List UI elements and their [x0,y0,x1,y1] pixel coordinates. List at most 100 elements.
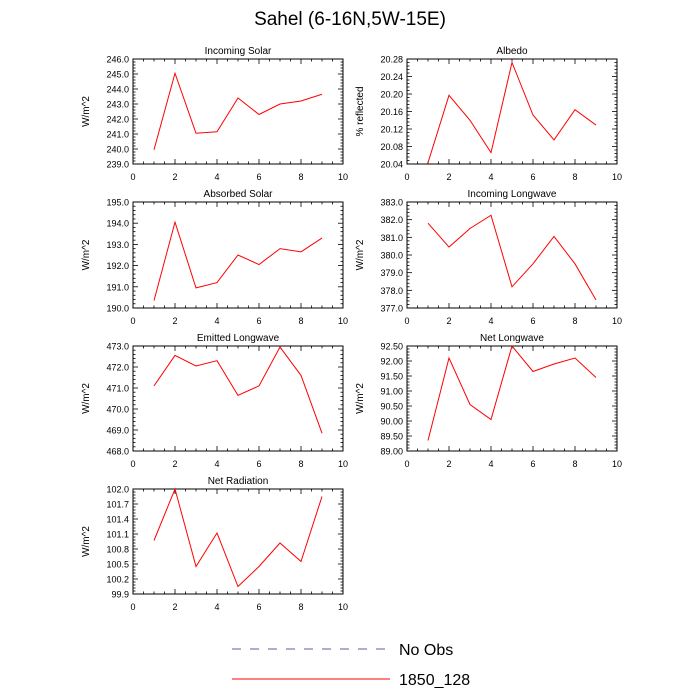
y-tick-label: 101.4 [106,515,129,525]
y-tick-label: 246.0 [106,55,129,65]
y-tick-label: 239.0 [106,160,129,170]
x-tick-label: 6 [530,172,535,182]
chart-panel: Albedo % reflected 0 2 4 6 8 10 20.04 20.08 20.12 2… [355,46,622,182]
x-tick-label: 6 [256,316,261,326]
y-axis-label: W/m^2 [355,383,366,414]
x-tick-label: 2 [172,172,177,182]
y-tick-label: 20.08 [380,142,403,152]
x-tick-label: 2 [172,602,177,612]
x-tick-label: 10 [338,602,348,612]
x-tick-label: 4 [488,172,493,182]
y-tick-label: 195.0 [106,198,129,208]
panel-title: Incoming Longwave [468,189,557,200]
x-tick-label: 2 [446,172,451,182]
x-tick-label: 4 [214,459,219,469]
panel-title: Emitted Longwave [197,333,280,344]
y-tick-label: 468.0 [106,447,129,457]
y-tick-label: 193.0 [106,240,129,250]
x-tick-label: 4 [214,602,219,612]
y-tick-label: 242.0 [106,115,129,125]
y-tick-label: 99.9 [111,590,129,600]
x-tick-label: 2 [172,459,177,469]
y-tick-label: 190.0 [106,304,129,314]
x-tick-label: 8 [572,172,577,182]
x-tick-label: 10 [612,459,622,469]
panel-title: Net Radiation [208,476,269,487]
legend-label: No Obs [399,642,453,659]
plot-frame [132,488,344,595]
legend: No Obs 1850_128 [232,642,470,689]
y-tick-label: 240.0 [106,145,129,155]
y-tick-label: 241.0 [106,130,129,140]
y-tick-label: 194.0 [106,219,129,229]
x-tick-label: 10 [338,172,348,182]
x-tick-label: 2 [446,316,451,326]
y-tick-label: 245.0 [106,70,129,80]
x-tick-label: 0 [130,172,135,182]
y-tick-label: 101.7 [106,500,129,510]
y-tick-label: 20.04 [380,160,403,170]
y-tick-label: 102.0 [106,485,129,495]
plot-frame [406,201,618,309]
chart-panels: Incoming Solar W/m^2 0 2 4 6 8 10 239.0 240.0 241.… [81,46,622,612]
y-tick-label: 20.28 [380,55,403,65]
y-tick-label: 244.0 [106,85,129,95]
x-tick-label: 0 [130,316,135,326]
y-tick-label: 191.0 [106,282,129,292]
y-tick-label: 20.12 [380,125,403,135]
panel-title: Incoming Solar [205,46,272,57]
y-axis-label: W/m^2 [81,239,92,270]
chart-panel: Net Radiation W/m^2 0 2 4 6 8 10 99.9 100.2 100.5 1… [81,476,348,612]
y-tick-label: 192.0 [106,261,129,271]
y-tick-label: 89.50 [380,432,403,442]
x-tick-label: 2 [446,459,451,469]
x-tick-label: 4 [488,459,493,469]
plot-frame [132,345,344,452]
series-line [153,71,323,150]
series-line [427,344,597,441]
y-tick-label: 377.0 [380,304,403,314]
x-tick-label: 0 [404,316,409,326]
x-tick-label: 2 [172,316,177,326]
y-tick-label: 91.00 [380,387,403,397]
y-tick-label: 101.1 [106,530,129,540]
x-tick-label: 0 [130,602,135,612]
x-tick-label: 8 [298,316,303,326]
y-tick-label: 383.0 [380,198,403,208]
x-tick-label: 8 [298,459,303,469]
y-tick-label: 20.16 [380,107,403,117]
plot-frame [406,58,618,165]
x-tick-label: 10 [612,172,622,182]
y-axis-label: W/m^2 [81,96,92,127]
y-axis-label: % reflected [355,86,366,136]
y-tick-label: 470.0 [106,405,129,415]
y-tick-label: 380.0 [380,251,403,261]
x-tick-label: 8 [298,602,303,612]
y-tick-label: 20.20 [380,90,403,100]
legend-label: 1850_128 [399,672,470,689]
x-tick-label: 0 [130,459,135,469]
y-tick-label: 473.0 [106,342,129,352]
x-tick-label: 6 [530,459,535,469]
y-tick-label: 92.00 [380,357,403,367]
y-tick-label: 20.24 [380,72,403,82]
chart-panel: Incoming Solar W/m^2 0 2 4 6 8 10 239.0 240.0 241.… [81,46,348,182]
y-tick-label: 243.0 [106,100,129,110]
x-tick-label: 6 [256,459,261,469]
x-tick-label: 6 [256,602,261,612]
x-tick-label: 4 [488,316,493,326]
series-line [427,214,597,301]
chart-panel: Absorbed Solar W/m^2 0 2 4 6 8 10 190.0 191.0 192.… [81,189,348,326]
x-tick-label: 4 [214,316,219,326]
y-tick-label: 90.50 [380,402,403,412]
y-tick-label: 100.5 [106,560,129,570]
y-axis-label: W/m^2 [355,239,366,270]
y-tick-label: 379.0 [380,268,403,278]
series-line [153,487,323,588]
x-tick-label: 6 [256,172,261,182]
x-tick-label: 8 [298,172,303,182]
y-tick-label: 100.2 [106,575,129,585]
y-tick-label: 382.0 [380,215,403,225]
y-tick-label: 90.00 [380,417,403,427]
y-tick-label: 91.50 [380,372,403,382]
